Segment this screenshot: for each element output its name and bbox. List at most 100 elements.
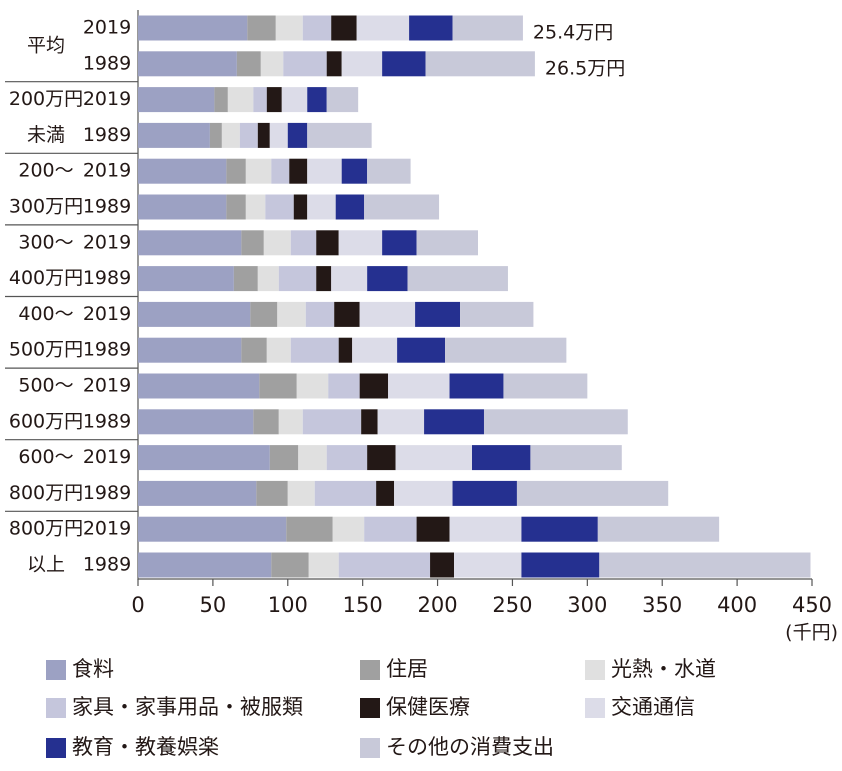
legend-label: 教育・教養娯楽 [72, 735, 219, 759]
legend-swatch [360, 660, 380, 680]
y-tick-label: 1989 [83, 339, 131, 361]
bar-segment [331, 15, 357, 41]
bar-segment [376, 480, 395, 506]
legend-swatch [585, 660, 605, 680]
bar-segment [260, 51, 284, 77]
bar-segment [367, 158, 411, 184]
bar-segment [138, 480, 257, 506]
bar-segment [452, 15, 523, 41]
bar-segment [266, 337, 291, 363]
bar-segment [275, 15, 303, 41]
bar-segment [138, 445, 270, 471]
bar-segment [599, 552, 811, 578]
group-label: 600～ [18, 446, 73, 468]
bar-segment [364, 194, 440, 220]
bar-segment [138, 194, 227, 220]
bar-segment [307, 194, 336, 220]
bar-segment [472, 445, 531, 471]
group-label: 500万円 [9, 339, 83, 361]
group-label: 300～ [18, 231, 73, 253]
group-label: 未満 [27, 124, 65, 146]
bar-segment [138, 87, 215, 113]
bar-segment [352, 337, 398, 363]
x-tick-label: 400 [717, 593, 757, 617]
x-tick-label: 0 [131, 593, 144, 617]
bar-segment [364, 516, 417, 542]
bar-segment [424, 409, 484, 435]
group-label: 200万円 [9, 88, 83, 110]
legend-label: 住居 [386, 657, 428, 681]
legend-label: 家具・家事用品・被服類 [72, 695, 303, 719]
bar-segment [516, 480, 669, 506]
legend-label: その他の消費支出 [386, 735, 554, 759]
bar-segment [483, 409, 628, 435]
bar-segment [454, 552, 522, 578]
group-label: 400～ [18, 303, 73, 325]
bar-segment [269, 122, 288, 148]
bar-segment [241, 230, 264, 256]
y-tick-label: 1989 [83, 410, 131, 432]
bar-segment [257, 266, 279, 292]
bar-segment [271, 158, 290, 184]
bar-segment [326, 51, 342, 77]
bar-segment [307, 87, 327, 113]
bar-segment [283, 51, 327, 77]
bar-segment [326, 87, 359, 113]
bar-segment [449, 516, 522, 542]
legend-swatch [46, 738, 66, 758]
legend-swatch [360, 738, 380, 758]
group-label: 400万円 [9, 267, 83, 289]
bar-segment [307, 158, 342, 184]
bar-segment [138, 51, 237, 77]
bar-segment [388, 373, 450, 399]
x-tick-label: 300 [567, 593, 607, 617]
bar-segment [521, 552, 600, 578]
bar-segment [326, 445, 368, 471]
bar-segment [241, 337, 267, 363]
bar-segment [305, 301, 335, 327]
bar-segment [338, 230, 383, 256]
bar-segment [521, 516, 598, 542]
bar-segment [328, 373, 360, 399]
y-tick-label: 1989 [83, 554, 131, 576]
group-label: 500～ [18, 375, 73, 397]
bar-segment [226, 194, 246, 220]
x-tick-label: 450 [792, 593, 832, 617]
bar-segment [269, 445, 299, 471]
bar-segment [341, 158, 368, 184]
bar-segment [221, 122, 240, 148]
total-label: 25.4万円 [533, 22, 613, 44]
group-label: 800万円 [9, 482, 83, 504]
bar-segment [302, 15, 332, 41]
bar-segment [367, 266, 408, 292]
legend-label: 交通通信 [611, 695, 695, 719]
bar-segment [250, 301, 278, 327]
y-tick-label: 2019 [83, 17, 131, 39]
legend-label: 光熱・水道 [611, 657, 716, 681]
bar-segment [245, 194, 266, 220]
bar-segment [253, 87, 267, 113]
y-tick-label: 2019 [83, 303, 131, 325]
bar-segment [286, 516, 333, 542]
bar-segment [278, 266, 317, 292]
bar-segment [287, 480, 315, 506]
bar-segment [138, 230, 242, 256]
group-label: 平均 [27, 34, 65, 56]
bar-segment [227, 87, 254, 113]
bar-segment [281, 87, 308, 113]
x-tick-label: 150 [343, 593, 383, 617]
legend-swatch [46, 660, 66, 680]
bar-segment [409, 15, 453, 41]
bar-segment [271, 552, 309, 578]
bar-segment [287, 122, 308, 148]
y-tick-label: 1989 [83, 124, 131, 146]
bar-segment [425, 51, 535, 77]
y-tick-label: 2019 [83, 375, 131, 397]
bar-segment [138, 15, 248, 41]
bar-segment [226, 158, 246, 184]
bar-segment [259, 373, 297, 399]
bar-segment [138, 301, 251, 327]
y-tick-label: 2019 [83, 446, 131, 468]
bar-segment [298, 445, 327, 471]
